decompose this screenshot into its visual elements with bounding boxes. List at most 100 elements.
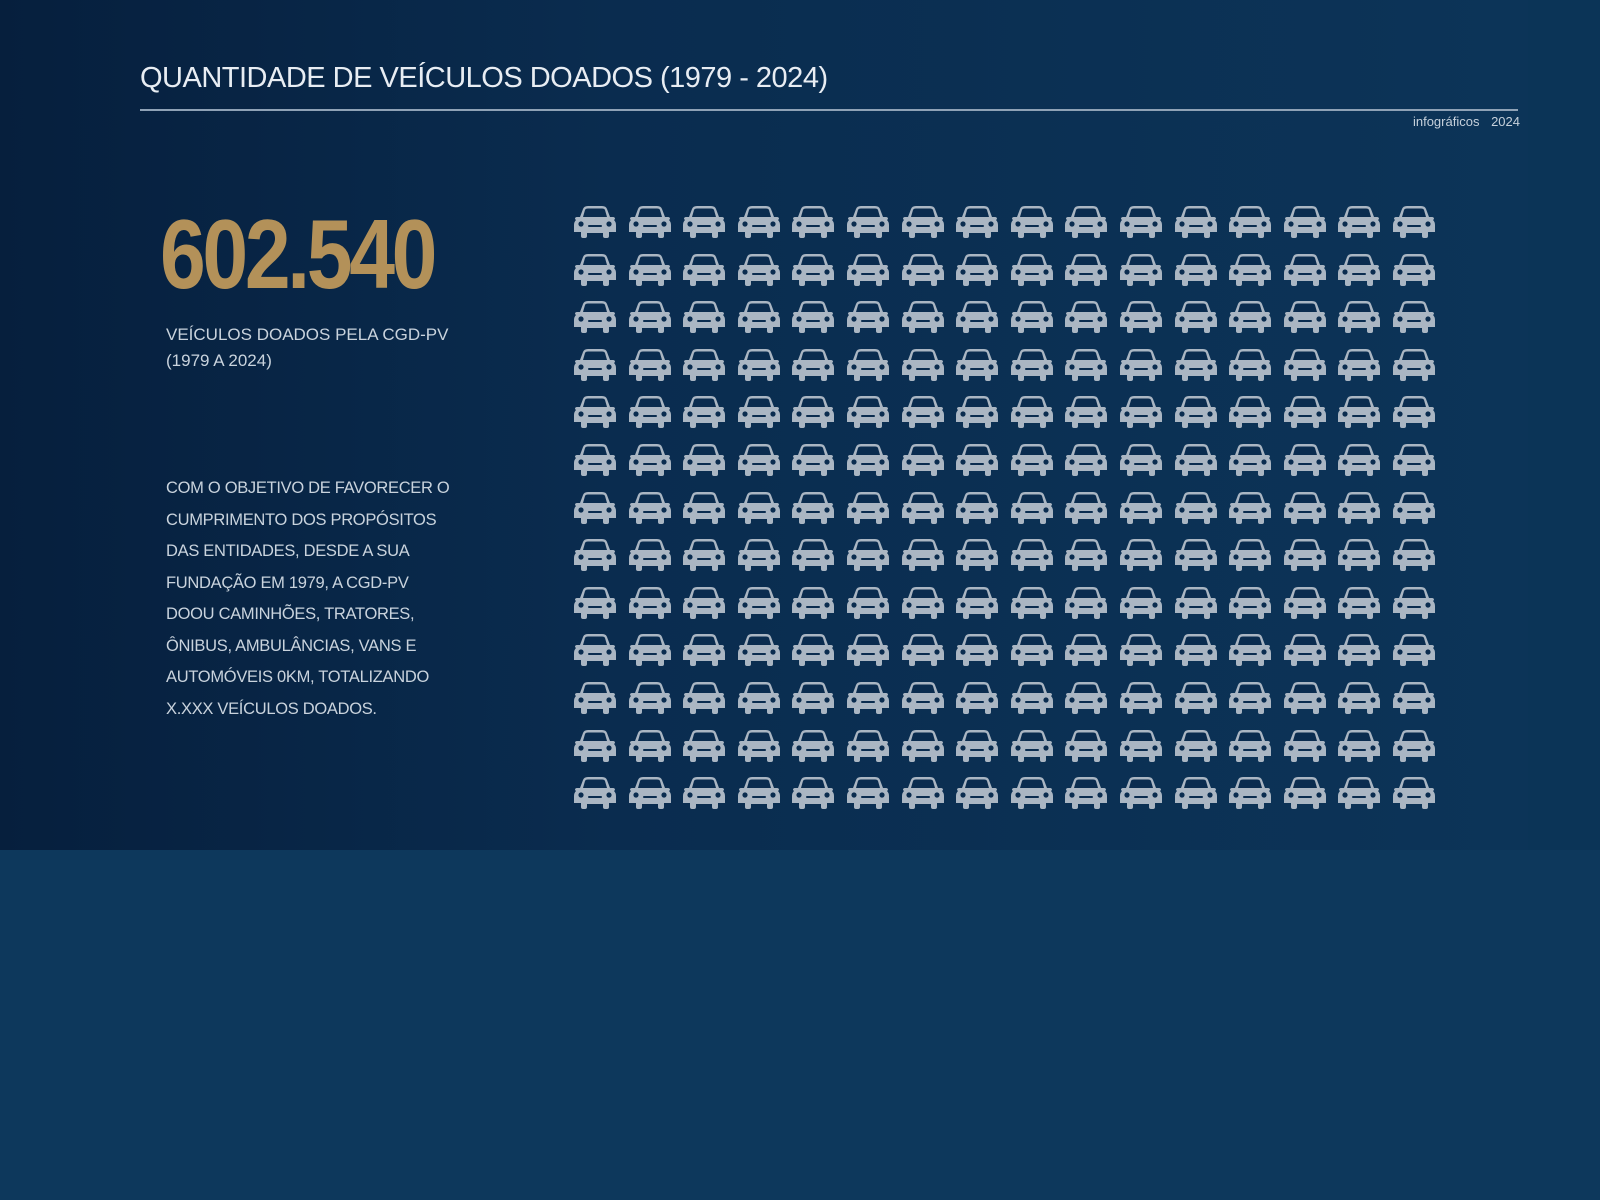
- car-icon: [1010, 348, 1053, 381]
- car-icon: [683, 301, 726, 334]
- car-icon: [1229, 348, 1272, 381]
- car-icon: [1393, 586, 1435, 619]
- car-icon: [737, 586, 780, 619]
- car-icon: [792, 682, 835, 714]
- car-icon: [1065, 444, 1108, 476]
- car-icon: [574, 396, 616, 429]
- car-icon: [737, 729, 780, 762]
- car-icon: [1338, 729, 1381, 762]
- car-icon: [792, 348, 835, 381]
- car-icon: [1120, 729, 1162, 762]
- car-icon: [737, 348, 780, 381]
- car-icon: [574, 301, 616, 334]
- meta-year: 2024: [1491, 114, 1520, 129]
- car-icon: [1174, 729, 1217, 762]
- car-icon: [1120, 634, 1162, 667]
- car-icon: [792, 729, 835, 762]
- car-icon: [792, 777, 835, 810]
- car-icon: [792, 491, 835, 524]
- car-icon: [737, 777, 780, 810]
- car-icon: [1283, 634, 1326, 667]
- car-icon: [1229, 301, 1272, 334]
- car-icon: [847, 777, 889, 810]
- car-icon: [1393, 396, 1435, 429]
- car-icon: [628, 253, 671, 286]
- car-icon: [628, 491, 671, 524]
- car-icon: [1065, 206, 1108, 238]
- car-icon: [901, 396, 944, 429]
- car-icon: [847, 206, 889, 238]
- description-line: CUMPRIMENTO DOS PROPÓSITOS: [166, 510, 437, 529]
- car-icon: [1120, 777, 1162, 810]
- car-icon: [792, 301, 835, 334]
- car-icon: [1174, 777, 1217, 810]
- car-icon: [1229, 206, 1272, 238]
- car-icon: [1010, 301, 1053, 334]
- car-icon: [574, 729, 616, 762]
- car-icon: [683, 586, 726, 619]
- car-icon: [683, 253, 726, 286]
- title-divider: [140, 109, 1518, 111]
- car-icon: [847, 253, 889, 286]
- car-icon: [737, 682, 780, 714]
- car-icon: [683, 206, 726, 238]
- car-icon: [1065, 634, 1108, 667]
- car-icon: [901, 682, 944, 714]
- description-line: X.XXX VEÍCULOS DOADOS.: [166, 699, 377, 718]
- car-icon: [956, 396, 999, 429]
- car-icon: [1120, 491, 1162, 524]
- car-icon: [683, 777, 726, 810]
- source-meta: infográficos 2024: [1405, 114, 1520, 129]
- car-icon: [737, 634, 780, 667]
- car-icon: [1229, 634, 1272, 667]
- car-icon: [1120, 348, 1162, 381]
- car-icon: [847, 634, 889, 667]
- car-icon: [574, 491, 616, 524]
- car-icon: [1010, 682, 1053, 714]
- description-line: DAS ENTIDADES, DESDE A SUA: [166, 542, 410, 560]
- car-icon: [956, 301, 999, 334]
- car-icon: [1010, 491, 1053, 524]
- description-line: AUTOMÓVEIS 0KM, TOTALIZANDO: [166, 668, 429, 686]
- car-icon: [1283, 206, 1326, 238]
- car-icon: [1010, 444, 1053, 476]
- car-icon: [574, 539, 616, 572]
- car-icon: [574, 253, 616, 286]
- car-icon: [574, 777, 616, 810]
- car-icon: [1010, 396, 1053, 429]
- car-icon: [1065, 491, 1108, 524]
- car-icon: [847, 586, 889, 619]
- label-line: VEÍCULOS DOADOS PELA CGD-PV: [166, 325, 449, 344]
- car-icon: [1065, 539, 1108, 572]
- car-icon: [1120, 586, 1162, 619]
- car-icon: [1229, 539, 1272, 572]
- car-icon: [901, 301, 944, 334]
- car-icon: [901, 586, 944, 619]
- total-vehicles-label: VEÍCULOS DOADOS PELA CGD-PV (1979 A 2024…: [166, 322, 448, 374]
- page-title: QUANTIDADE DE VEÍCULOS DOADOS (1979 - 20…: [140, 62, 828, 94]
- car-icon: [1120, 206, 1162, 238]
- car-icon: [628, 444, 671, 476]
- car-icon: [1393, 444, 1435, 476]
- car-icon: [1338, 444, 1381, 476]
- car-icon: [792, 539, 835, 572]
- car-icon: [1010, 206, 1053, 238]
- car-icon: [1229, 444, 1272, 476]
- car-icon: [574, 634, 616, 667]
- car-icon: [1010, 729, 1053, 762]
- car-icon: [1010, 253, 1053, 286]
- car-icon: [1338, 301, 1381, 334]
- car-icon: [956, 586, 999, 619]
- car-icon: [574, 586, 616, 619]
- car-icon: [792, 396, 835, 429]
- car-icon: [847, 491, 889, 524]
- car-icon: [847, 682, 889, 714]
- car-icon: [1338, 253, 1381, 286]
- car-icon: [628, 586, 671, 619]
- car-icon: [847, 729, 889, 762]
- car-icon: [1120, 301, 1162, 334]
- car-icon: [737, 396, 780, 429]
- car-icon: [1283, 491, 1326, 524]
- car-icon: [1065, 682, 1108, 714]
- car-icon: [956, 777, 999, 810]
